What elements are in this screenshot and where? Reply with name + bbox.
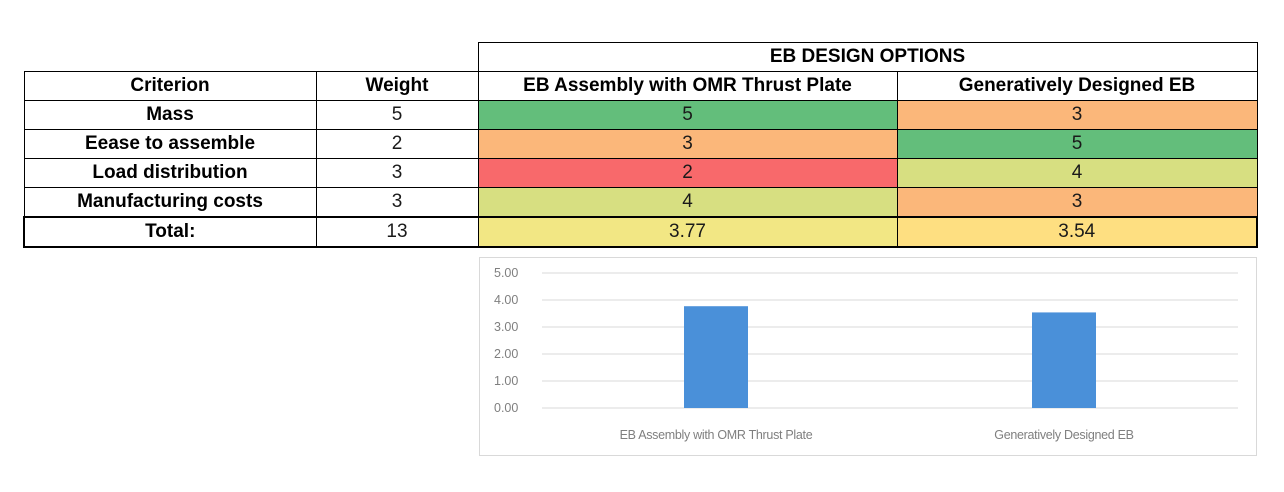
chart-plot-area	[542, 272, 1238, 409]
decision-matrix-table: EB DESIGN OPTIONS Criterion Weight EB As…	[23, 42, 1258, 248]
y-tick-label: 5.00	[494, 266, 519, 280]
header-option1: EB Assembly with OMR Thrust Plate	[477, 71, 898, 101]
option2-total: 3.54	[896, 216, 1258, 248]
y-tick-label: 0.00	[494, 401, 519, 415]
group-header: EB DESIGN OPTIONS	[477, 42, 1258, 72]
y-tick-label: 1.00	[494, 374, 519, 388]
option2-score-cell: 3	[896, 100, 1258, 130]
option2-score-cell: 4	[896, 158, 1258, 188]
header-option2: Generatively Designed EB	[896, 71, 1258, 101]
score-bar-chart: 0.00 1.00 2.00 3.00 4.00 5.00 EB Assembly wit…	[479, 257, 1257, 456]
weight-cell: 3	[315, 187, 479, 218]
y-tick-label: 4.00	[494, 293, 519, 307]
criterion-cell: Load distribution	[23, 158, 317, 188]
group-header-row: EB DESIGN OPTIONS	[24, 42, 1258, 72]
total-weight: 13	[315, 216, 479, 248]
criterion-cell: Manufacturing costs	[23, 187, 317, 218]
criterion-cell: Mass	[23, 100, 317, 130]
table-row: Load distribution 3 2 4	[23, 158, 1258, 188]
option1-total: 3.77	[477, 216, 898, 248]
table-row: Eease to assemble 2 3 5	[23, 129, 1258, 159]
table-row: Mass 5 5 3	[23, 100, 1258, 130]
bar	[1032, 312, 1096, 408]
option1-score-cell: 4	[477, 187, 898, 218]
table-row: Manufacturing costs 3 4 3	[23, 187, 1258, 218]
y-tick-label: 2.00	[494, 347, 519, 361]
bar	[684, 306, 748, 408]
y-tick-label: 3.00	[494, 320, 519, 334]
header-weight: Weight	[315, 71, 479, 101]
option2-score-cell: 3	[896, 187, 1258, 218]
option2-score-cell: 5	[896, 129, 1258, 159]
total-label: Total:	[23, 216, 317, 248]
option1-score-cell: 3	[477, 129, 898, 159]
x-category-label: Generatively Designed EB	[994, 428, 1134, 442]
header-criterion: Criterion	[23, 71, 317, 101]
total-row: Total: 13 3.77 3.54	[23, 216, 1258, 248]
x-category-label: EB Assembly with OMR Thrust Plate	[619, 428, 813, 442]
weight-cell: 2	[315, 129, 479, 159]
option1-score-cell: 2	[477, 158, 898, 188]
option1-score-cell: 5	[477, 100, 898, 130]
column-header-row: Criterion Weight EB Assembly with OMR Th…	[23, 71, 1258, 101]
weight-cell: 3	[315, 158, 479, 188]
criterion-cell: Eease to assemble	[23, 129, 317, 159]
empty-corner	[24, 43, 478, 72]
weight-cell: 5	[315, 100, 479, 130]
